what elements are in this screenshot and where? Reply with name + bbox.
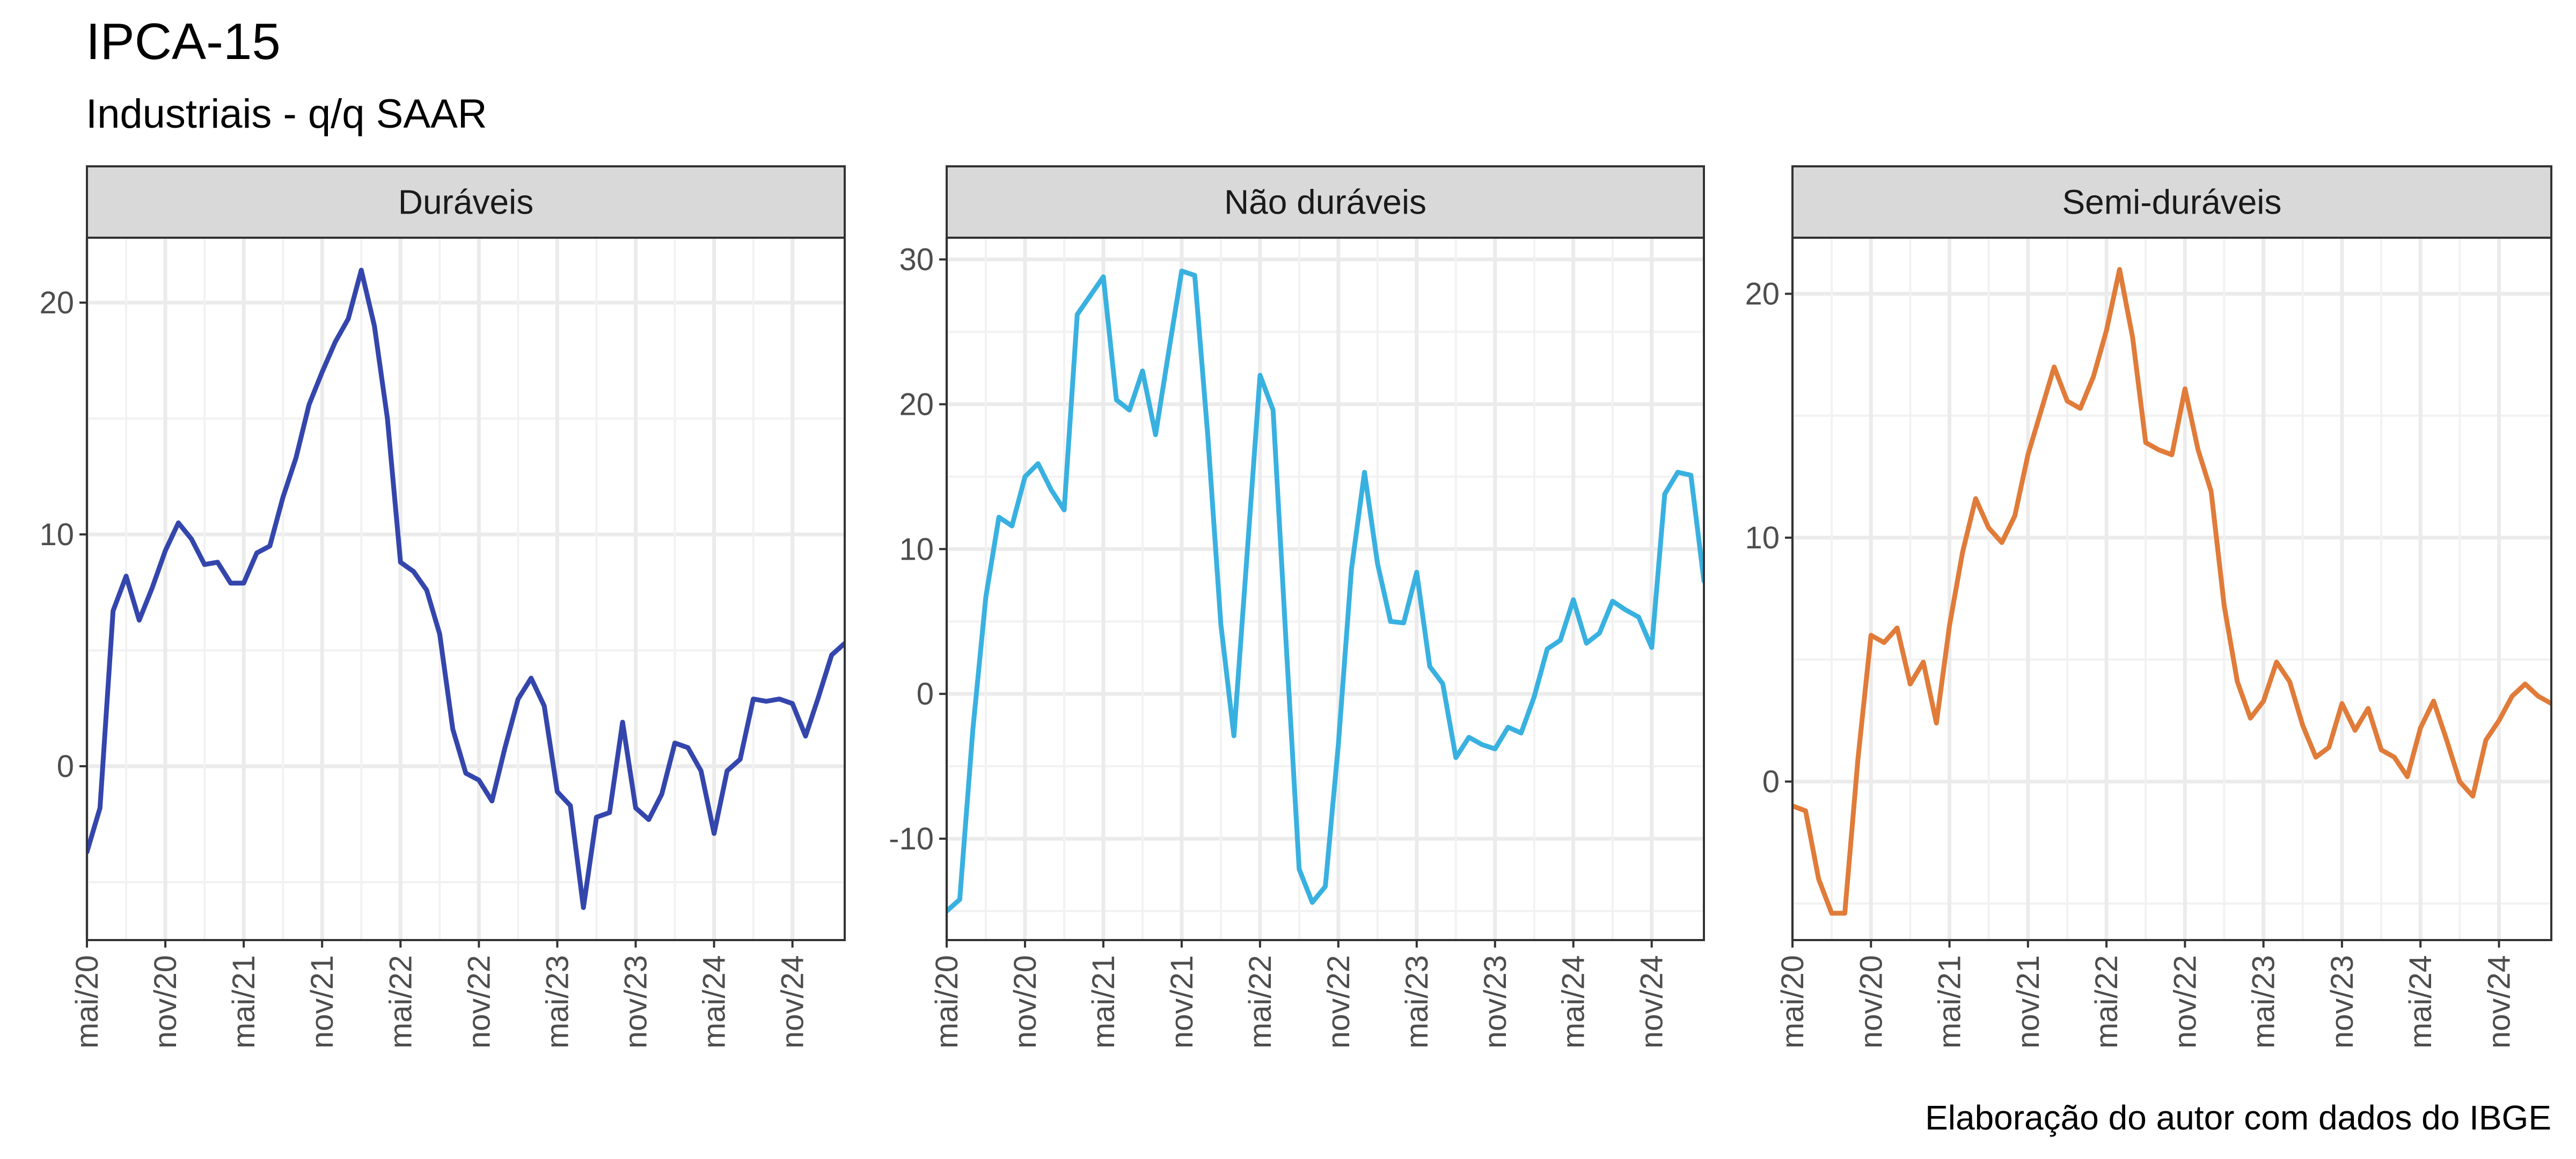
- y-tick-label: 30: [899, 242, 934, 277]
- y-tick-label: -10: [889, 821, 934, 856]
- series-line-semi-duraveis: [1792, 267, 2551, 916]
- strip-background: [86, 165, 846, 239]
- y-tick-label: 0: [917, 677, 934, 711]
- panel-background: [87, 238, 845, 940]
- strip-label-nao-duraveis: Não duráveis: [1224, 183, 1426, 222]
- series-line-nao-duraveis: [947, 268, 1704, 914]
- strip-background: [1791, 165, 2552, 239]
- x-tick-label: nov/24: [1635, 955, 1670, 1048]
- x-tick-label: nov/23: [618, 955, 653, 1048]
- y-tick-label: 20: [39, 285, 74, 320]
- x-tick-label: nov/22: [462, 955, 496, 1048]
- x-tick-label: mai/23: [1400, 955, 1435, 1048]
- y-tick-label: 10: [899, 532, 934, 567]
- chart-title: IPCA-15: [86, 13, 281, 70]
- x-tick-label: mai/21: [1086, 955, 1121, 1048]
- x-tick-label: mai/20: [930, 955, 964, 1048]
- strip-background: [946, 165, 1705, 239]
- x-tick-label: mai/24: [2403, 955, 2438, 1048]
- panel-background: [947, 238, 1704, 940]
- y-tick-label: 10: [1745, 520, 1780, 555]
- x-tick-label: nov/20: [1008, 955, 1043, 1048]
- x-tick-label: nov/22: [2168, 955, 2202, 1048]
- series-line-duraveis: [87, 268, 845, 910]
- x-tick-label: mai/21: [1933, 955, 1967, 1048]
- x-tick-label: mai/22: [1243, 955, 1278, 1048]
- x-tick-label: nov/21: [1165, 955, 1199, 1048]
- x-tick-label: mai/20: [70, 955, 105, 1048]
- strip-label-semi-duraveis: Semi-duráveis: [2062, 183, 2281, 222]
- x-tick-label: mai/21: [226, 955, 261, 1048]
- x-tick-label: mai/20: [1775, 955, 1810, 1048]
- x-tick-label: mai/24: [1556, 955, 1591, 1048]
- x-tick-label: nov/21: [2011, 955, 2046, 1048]
- x-tick-label: nov/20: [1854, 955, 1889, 1048]
- y-tick-label: 0: [57, 749, 74, 784]
- y-tick-label: 20: [1745, 277, 1780, 312]
- x-tick-label: nov/21: [305, 955, 340, 1048]
- chart-subtitle: Industriais - q/q SAAR: [86, 91, 487, 137]
- panel-nao-duraveis: Não duráveis -10 0 10 20 30 mai/20 nov/20 mai/21…: [889, 165, 1705, 1048]
- x-tick-label: nov/24: [775, 955, 810, 1048]
- strip-label-duraveis: Duráveis: [398, 183, 534, 222]
- x-tick-label: mai/23: [540, 955, 575, 1048]
- x-tick-label: mai/24: [697, 955, 732, 1048]
- x-tick-label: mai/22: [383, 955, 418, 1048]
- x-tick-label: nov/24: [2482, 955, 2516, 1048]
- x-tick-label: nov/23: [2325, 955, 2360, 1048]
- panel-duraveis: Duráveis 0 10 20 mai/20 nov/20 mai/21 nov/21 mai…: [39, 165, 846, 1048]
- x-tick-label: nov/22: [1321, 955, 1356, 1048]
- x-tick-label: mai/22: [2089, 955, 2124, 1048]
- x-tick-label: nov/20: [148, 955, 183, 1048]
- x-tick-label: mai/23: [2246, 955, 2281, 1048]
- y-tick-label: 0: [1762, 765, 1780, 799]
- chart-caption: Elaboração do autor com dados do IBGE: [1925, 1098, 2551, 1137]
- x-tick-label: nov/23: [1478, 955, 1513, 1048]
- y-tick-label: 20: [899, 387, 934, 422]
- panels: Duráveis 0 10 20 mai/20 nov/20 mai/21 nov/21 mai…: [39, 165, 2552, 1048]
- panel-semi-duraveis: Semi-duráveis 0 10 20 mai/20 nov/20 mai/21 nov/…: [1745, 165, 2552, 1048]
- panel-background: [1792, 238, 2551, 940]
- y-tick-label: 10: [39, 517, 74, 552]
